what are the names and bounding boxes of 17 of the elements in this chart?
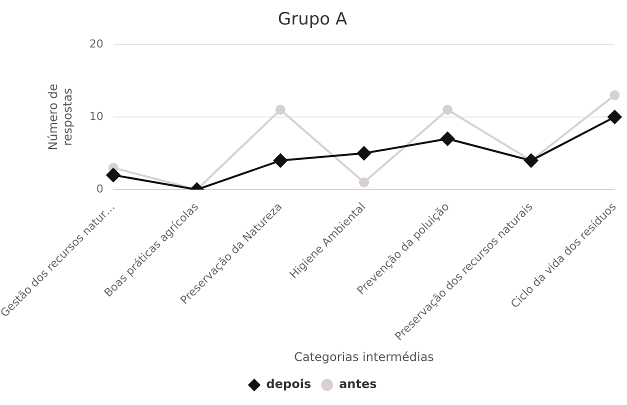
point (442, 104, 453, 115)
legend-label: depois (266, 377, 312, 392)
y-tick-label: 20 (89, 37, 104, 50)
point (359, 177, 369, 188)
point (610, 90, 620, 100)
point (357, 146, 371, 160)
legend-label: antes (339, 377, 377, 392)
point (106, 168, 120, 182)
x-axis-title: Categorias intermédias (294, 350, 434, 364)
y-tick-label: 0 (96, 182, 104, 196)
point (273, 154, 288, 168)
chart-title: Grupo A (278, 10, 348, 30)
y-axis-title: Número de respostas (46, 84, 74, 150)
point (440, 132, 455, 146)
point (275, 104, 286, 115)
point (608, 110, 622, 124)
y-tick-label: 10 (89, 110, 104, 123)
